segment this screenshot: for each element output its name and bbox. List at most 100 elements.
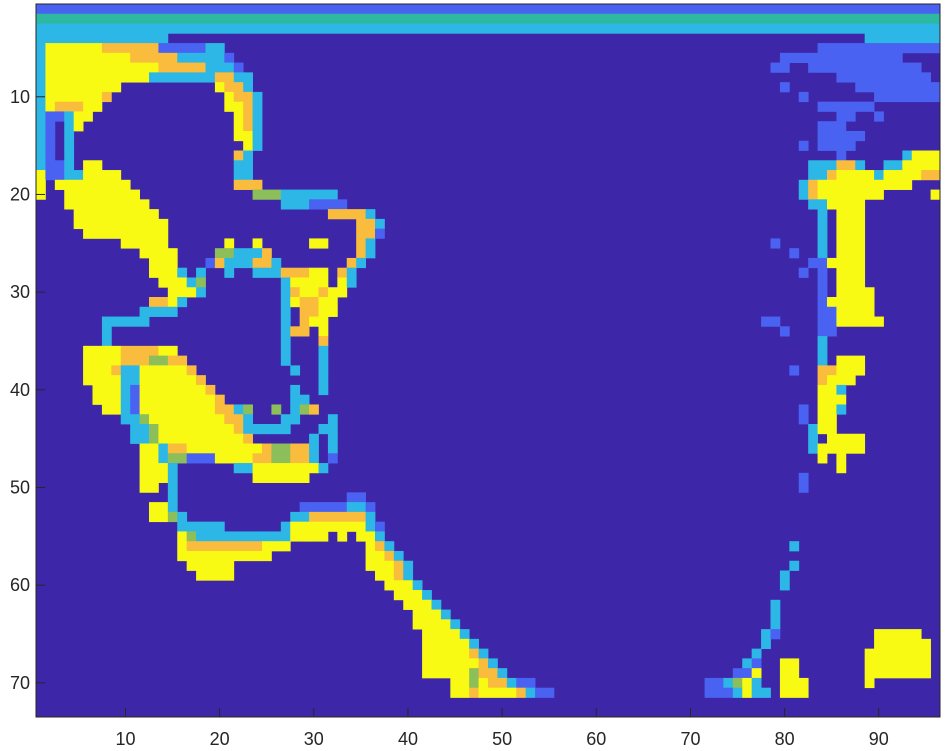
heatmap-cell: [347, 268, 357, 278]
heatmap-cell: [149, 512, 168, 522]
heatmap-cell: [874, 639, 931, 649]
heatmap-cell: [243, 434, 253, 444]
heatmap-cell: [818, 102, 875, 112]
x-tick-label: 80: [775, 729, 795, 749]
heatmap-cell: [234, 63, 244, 73]
heatmap-cell: [827, 434, 846, 444]
heatmap-cell: [206, 258, 216, 268]
heatmap-cell: [902, 151, 912, 161]
heatmap-cell: [836, 248, 865, 258]
heatmap-cell: [319, 297, 338, 307]
heatmap-cell: [771, 600, 781, 610]
heatmap-cell: [319, 336, 329, 346]
heatmap-cell: [912, 151, 941, 161]
heatmap-cell: [177, 297, 187, 307]
heatmap-cell: [271, 258, 281, 268]
heatmap-cell: [921, 170, 940, 180]
heatmap-cell: [281, 268, 310, 278]
heatmap-cell: [140, 385, 206, 395]
heatmap-cell: [271, 404, 281, 414]
heatmap-cell: [168, 483, 178, 493]
heatmap-cell: [243, 121, 253, 131]
heatmap-cell: [206, 541, 263, 551]
heatmap-cell: [290, 404, 300, 414]
heatmap-cell: [290, 531, 309, 541]
heatmap-cell: [290, 395, 309, 405]
heatmap-cell: [36, 160, 46, 170]
heatmap-cell: [149, 297, 168, 307]
x-tick-label: 70: [680, 729, 700, 749]
heatmap-cell: [93, 395, 122, 405]
heatmap-cell: [836, 238, 865, 248]
heatmap-cell: [158, 63, 205, 73]
heatmap-cell: [789, 541, 799, 551]
heatmap-cell: [818, 385, 837, 395]
heatmap-cell: [309, 268, 328, 278]
heatmap-cell: [36, 121, 46, 131]
heatmap-cell: [36, 72, 46, 82]
heatmap-cell: [234, 170, 253, 180]
heatmap-cell: [290, 512, 309, 522]
heatmap-cell: [83, 160, 102, 170]
heatmap-cell: [836, 404, 846, 414]
heatmap-cell: [45, 92, 102, 102]
x-tick-label: 30: [304, 729, 324, 749]
heatmap-cell: [168, 463, 178, 473]
heatmap-cell: [337, 522, 366, 532]
heatmap-cell: [808, 160, 837, 170]
heatmap-cell: [55, 102, 84, 112]
heatmap-cell: [290, 277, 328, 287]
heatmap-cell: [808, 434, 818, 444]
heatmap-cell: [215, 72, 234, 82]
heatmap-cell: [356, 531, 375, 541]
heatmap-cell: [469, 649, 479, 659]
heatmap-cell: [253, 453, 272, 463]
heatmap-cell: [158, 444, 168, 454]
heatmap-cell: [121, 375, 140, 385]
heatmap-cell: [36, 4, 940, 14]
heatmap-cell: [789, 248, 799, 258]
heatmap-cell: [422, 639, 469, 649]
heatmap-cell: [83, 170, 121, 180]
heatmap-cell: [808, 63, 921, 73]
heatmap-cell: [196, 277, 206, 287]
heatmap-cell: [309, 199, 347, 209]
heatmap-cell: [366, 561, 395, 571]
heatmap-cell: [281, 326, 291, 336]
heatmap-cell: [733, 668, 752, 678]
heatmap-cell: [799, 180, 809, 190]
heatmap-cell: [836, 229, 865, 239]
heatmap-cell: [319, 463, 329, 473]
heatmap-cell: [45, 82, 121, 92]
heatmap-cell: [196, 570, 234, 580]
heatmap-cell: [366, 248, 376, 258]
heatmap-cell: [347, 258, 357, 268]
heatmap-cell: [253, 463, 319, 473]
heatmap-cell: [271, 444, 290, 454]
heatmap-cell: [262, 248, 272, 258]
heatmap-cell: [403, 600, 432, 610]
heatmap-cell: [187, 277, 197, 287]
heatmap-cell: [206, 43, 225, 53]
heatmap-cell: [36, 33, 168, 43]
heatmap-cell: [234, 463, 253, 473]
heatmap-cell: [121, 346, 159, 356]
heatmap-cell: [818, 307, 837, 317]
heatmap-cell: [479, 678, 489, 688]
heatmap-cell: [243, 414, 253, 424]
heatmap-cell: [309, 531, 328, 541]
x-tick-label: 20: [210, 729, 230, 749]
heatmap-cell: [799, 404, 809, 414]
heatmap-cell: [253, 238, 263, 248]
heatmap-cell: [300, 287, 319, 297]
heatmap-cell: [234, 151, 244, 161]
heatmap-cell: [253, 131, 263, 141]
heatmap-cell: [149, 434, 159, 444]
heatmap-cell: [836, 365, 865, 375]
heatmap-cell: [224, 92, 234, 102]
heatmap-cell: [799, 473, 809, 483]
heatmap-cell: [366, 551, 385, 561]
heatmap-cell: [705, 678, 724, 688]
heatmap-cell: [102, 336, 112, 346]
heatmap-cell: [83, 375, 121, 385]
